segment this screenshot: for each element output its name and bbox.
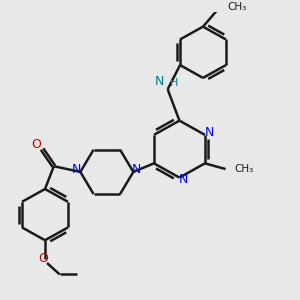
Text: CH₃: CH₃: [227, 2, 246, 12]
Text: N: N: [72, 163, 82, 176]
Text: N: N: [179, 173, 188, 186]
Text: O: O: [39, 252, 49, 265]
Text: N: N: [205, 126, 214, 139]
Text: CH₃: CH₃: [234, 164, 254, 174]
Text: N: N: [132, 163, 142, 176]
Text: O: O: [31, 138, 41, 151]
Text: H: H: [170, 78, 178, 88]
Text: N: N: [155, 75, 164, 88]
